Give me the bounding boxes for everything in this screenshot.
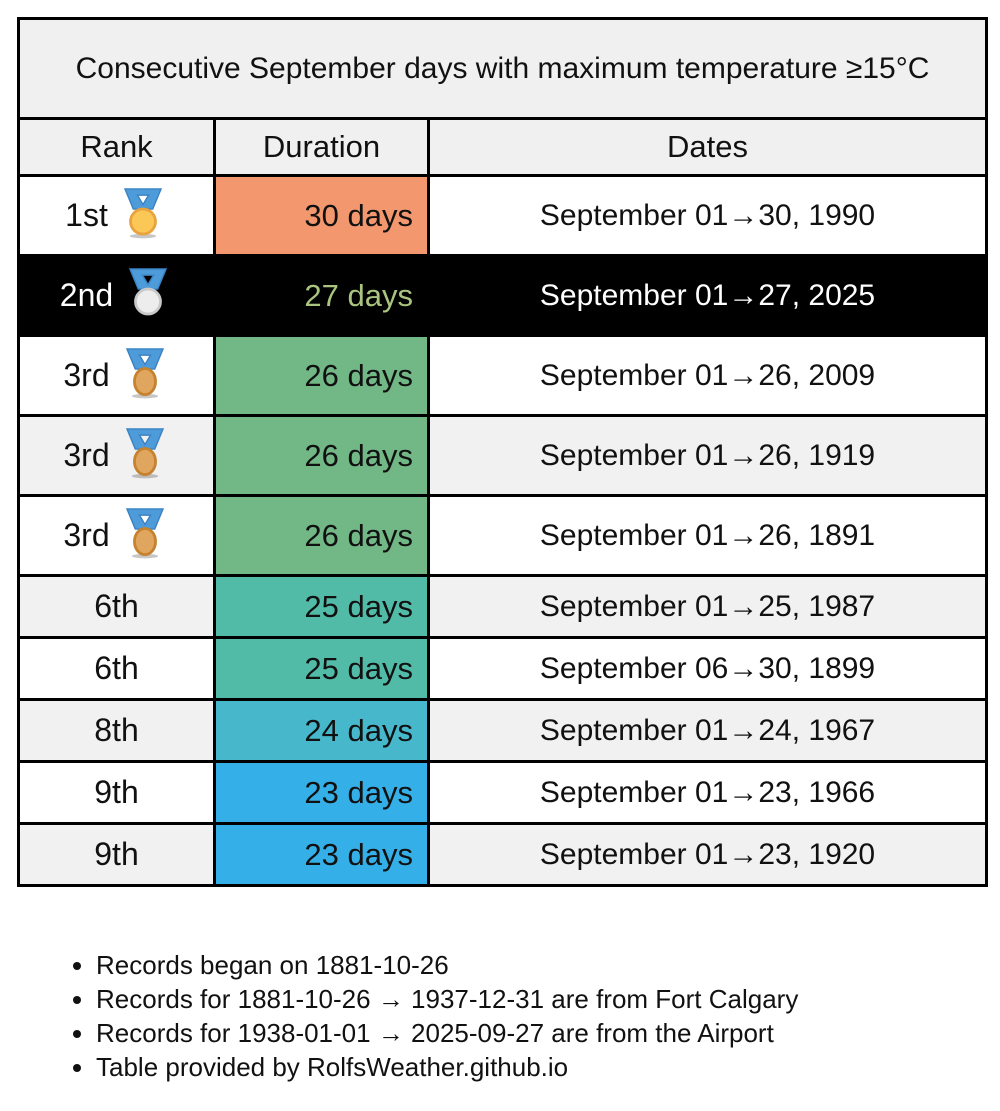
header-row: Rank Duration Dates (17, 117, 989, 177)
bronze-medal-icon (125, 508, 164, 559)
rank-cell: 3rd (17, 494, 216, 577)
duration-cell: 23 days (213, 822, 430, 887)
dates-cell: September 06→30, 1899 (426, 636, 989, 701)
rank-label: 6th (94, 650, 139, 686)
dates-cell: September 01→25, 1987 (426, 574, 989, 639)
rank-label: 8th (94, 712, 139, 748)
duration-cell: 24 days (213, 698, 430, 763)
rank-label: 2nd (59, 277, 114, 313)
column-header-duration: Duration (213, 117, 430, 177)
rank-cell: 3rd (17, 334, 216, 417)
records-table: Consecutive September days with maximum … (16, 17, 989, 887)
table-row: 6th 25 days September 01→25, 1987 (17, 574, 989, 639)
table-row: 3rd 26 days September 01→26, 1919 (17, 414, 989, 497)
rank-label: 3rd (63, 437, 110, 473)
dates-cell: September 01→30, 1990 (426, 174, 989, 257)
rank-cell: 6th (17, 636, 216, 701)
rank-label: 9th (94, 836, 139, 872)
bronze-medal-icon (125, 428, 164, 479)
column-header-rank: Rank (17, 117, 216, 177)
table-row: 3rd 26 days September 01→26, 1891 (17, 494, 989, 577)
table-row: 8th 24 days September 01→24, 1967 (17, 698, 989, 763)
rank-cell: 6th (17, 574, 216, 639)
footnote: Table provided by RolfsWeather.github.io (96, 1050, 970, 1084)
duration-cell: 27 days (213, 254, 430, 337)
duration-cell: 30 days (213, 174, 430, 257)
rank-cell: 9th (17, 760, 216, 825)
table-row: 9th 23 days September 01→23, 1966 (17, 760, 989, 825)
rank-label: 3rd (63, 357, 110, 393)
table-title: Consecutive September days with maximum … (16, 17, 989, 120)
footnote: Records began on 1881-10-26 (96, 948, 970, 982)
table-row: 6th 25 days September 06→30, 1899 (17, 636, 989, 701)
dates-cell: September 01→23, 1966 (426, 760, 989, 825)
rank-label: 3rd (63, 517, 110, 553)
dates-cell: September 01→27, 2025 (426, 254, 989, 337)
duration-cell: 26 days (213, 414, 430, 497)
rank-cell: 9th (17, 822, 216, 887)
title-row: Consecutive September days with maximum … (16, 17, 989, 120)
table-row-highlighted: 2nd 27 days September 01→27, 2025 (17, 254, 989, 337)
dates-cell: September 01→26, 1919 (426, 414, 989, 497)
duration-cell: 26 days (213, 494, 430, 577)
silver-medal-icon (129, 268, 167, 319)
rank-cell: 1st (17, 174, 216, 257)
rank-label: 1st (65, 197, 108, 233)
rank-cell: 2nd (17, 254, 216, 337)
rank-label: 6th (94, 588, 139, 624)
gold-medal-icon (124, 188, 162, 239)
dates-cell: September 01→26, 2009 (426, 334, 989, 417)
dates-cell: September 01→26, 1891 (426, 494, 989, 577)
footnotes-list: Records began on 1881-10-26 Records for … (70, 948, 970, 1084)
rank-cell: 3rd (17, 414, 216, 497)
column-header-dates: Dates (426, 117, 989, 177)
duration-cell: 25 days (213, 636, 430, 701)
rank-label: 9th (94, 774, 139, 810)
bronze-medal-icon (125, 348, 164, 399)
table-row: 1st 30 days September 01→30, 1990 (17, 174, 989, 257)
footnote: Records for 1881-10-26 → 1937-12-31 are … (96, 982, 970, 1016)
dates-cell: September 01→23, 1920 (426, 822, 989, 887)
duration-cell: 25 days (213, 574, 430, 639)
duration-cell: 23 days (213, 760, 430, 825)
table-row: 9th 23 days September 01→23, 1920 (17, 822, 989, 887)
rank-cell: 8th (17, 698, 216, 763)
table-row: 3rd 26 days September 01→26, 2009 (17, 334, 989, 417)
footnote: Records for 1938-01-01 → 2025-09-27 are … (96, 1016, 970, 1050)
duration-cell: 26 days (213, 334, 430, 417)
dates-cell: September 01→24, 1967 (426, 698, 989, 763)
